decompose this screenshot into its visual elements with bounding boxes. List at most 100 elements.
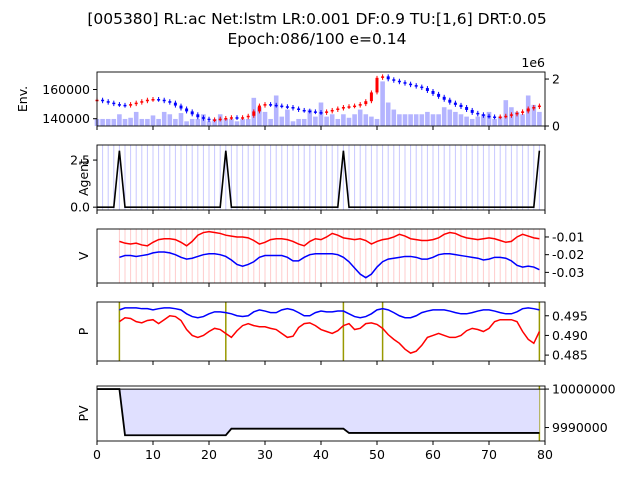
price-candle xyxy=(140,101,144,103)
volume-bar xyxy=(441,107,447,126)
y2-tick-label: 2 xyxy=(552,72,560,87)
v-series-line-2 xyxy=(119,251,540,279)
volume-bar xyxy=(139,118,145,126)
volume-bar xyxy=(413,114,419,126)
price-candle xyxy=(229,117,233,119)
volume-bar xyxy=(380,81,385,126)
volume-bar xyxy=(268,118,273,126)
volume-bar xyxy=(475,116,481,126)
price-candle xyxy=(431,90,435,94)
price-candle xyxy=(403,82,407,84)
volume-bar xyxy=(273,95,279,126)
volume-bar xyxy=(357,109,363,126)
volume-bar xyxy=(206,121,212,126)
pv-fill-area xyxy=(97,389,540,436)
x-tick-label: 0 xyxy=(93,447,101,462)
price-candle xyxy=(375,77,379,93)
price-candle xyxy=(145,99,149,102)
price-candle xyxy=(358,104,362,106)
price-candle xyxy=(330,109,334,112)
y-tick-label: 9990000 xyxy=(552,420,608,435)
y2-tick-label: 0 xyxy=(552,119,560,134)
volume-bar xyxy=(296,118,301,126)
price-candle xyxy=(386,76,390,80)
volume-bar xyxy=(128,117,133,126)
price-candle xyxy=(168,101,172,103)
price-candle xyxy=(173,102,177,106)
volume-bar xyxy=(408,114,413,126)
price-candle xyxy=(453,102,457,105)
price-candle xyxy=(157,99,161,101)
volume-bar xyxy=(212,118,217,126)
y-tick-label: 0.0 xyxy=(70,200,90,215)
volume-bar xyxy=(520,114,525,126)
volume-bar xyxy=(469,118,475,126)
price-candle xyxy=(353,105,357,108)
volume-bar xyxy=(156,118,161,126)
volume-bar xyxy=(514,111,520,126)
volume-bar xyxy=(486,111,492,126)
price-candle xyxy=(224,117,228,120)
pv-line xyxy=(97,388,540,437)
price-candle xyxy=(257,105,261,112)
volume-bar xyxy=(301,118,307,126)
price-candle xyxy=(481,114,485,116)
env-ylabel: Env. xyxy=(15,86,30,112)
price-candle xyxy=(218,118,222,121)
volume-bar xyxy=(335,118,341,126)
volume-bar xyxy=(223,118,229,126)
price-candle xyxy=(112,102,116,105)
y-tick-label: 140000 xyxy=(42,111,90,126)
price-candle xyxy=(196,114,200,118)
volume-bar xyxy=(189,118,195,126)
volume-bar xyxy=(150,115,156,126)
volume-bar xyxy=(391,109,397,126)
price-candle xyxy=(190,111,194,115)
price-candle xyxy=(369,92,373,102)
volume-bar xyxy=(503,100,509,126)
volume-bar xyxy=(117,114,122,126)
price-candle xyxy=(185,108,189,112)
price-candle xyxy=(336,108,340,110)
price-candle xyxy=(151,99,155,101)
volume-bar xyxy=(184,121,189,126)
price-candle xyxy=(101,99,105,102)
volume-bar xyxy=(492,118,497,126)
volume-bar xyxy=(324,116,329,126)
volume-bar xyxy=(447,109,453,126)
price-candle xyxy=(269,104,273,106)
price-candle xyxy=(532,107,536,109)
y-tick-label: 160000 xyxy=(42,82,90,97)
title-line-2: Epoch:086/100 e=0.14 xyxy=(227,30,406,48)
price-candle xyxy=(123,104,127,107)
volume-bar xyxy=(385,102,391,126)
x-tick-label: 20 xyxy=(201,447,217,462)
title-line-1: [005380] RL:ac Net:lstm LR:0.001 DF:0.9 … xyxy=(87,10,546,28)
volume-bar xyxy=(419,114,425,126)
y-tick-label: 10000000 xyxy=(552,382,616,397)
v-ylabel: V xyxy=(76,251,91,260)
p-ylabel: P xyxy=(76,327,91,335)
volume-bar xyxy=(145,118,150,126)
price-candle xyxy=(347,106,351,108)
volume-bar xyxy=(313,116,318,126)
volume-bar xyxy=(453,111,458,126)
volume-bar xyxy=(122,118,128,126)
p-panel: 0.495 0.490 0.485 P xyxy=(76,301,588,365)
agent-line xyxy=(97,150,541,208)
price-candle xyxy=(509,114,513,116)
price-candle xyxy=(134,102,138,105)
price-candle xyxy=(476,112,480,115)
price-candle xyxy=(341,107,345,109)
volume-bar xyxy=(352,114,357,126)
x-tick-label: 30 xyxy=(257,447,273,462)
volume-bar xyxy=(436,114,441,126)
p-plot-area xyxy=(97,302,545,361)
y-tick-label: -0.03 xyxy=(552,265,584,280)
price-candle xyxy=(397,80,401,83)
price-candle xyxy=(515,112,519,115)
v-series-line-1 xyxy=(119,230,540,247)
agent-ylabel: Agent xyxy=(76,159,91,196)
